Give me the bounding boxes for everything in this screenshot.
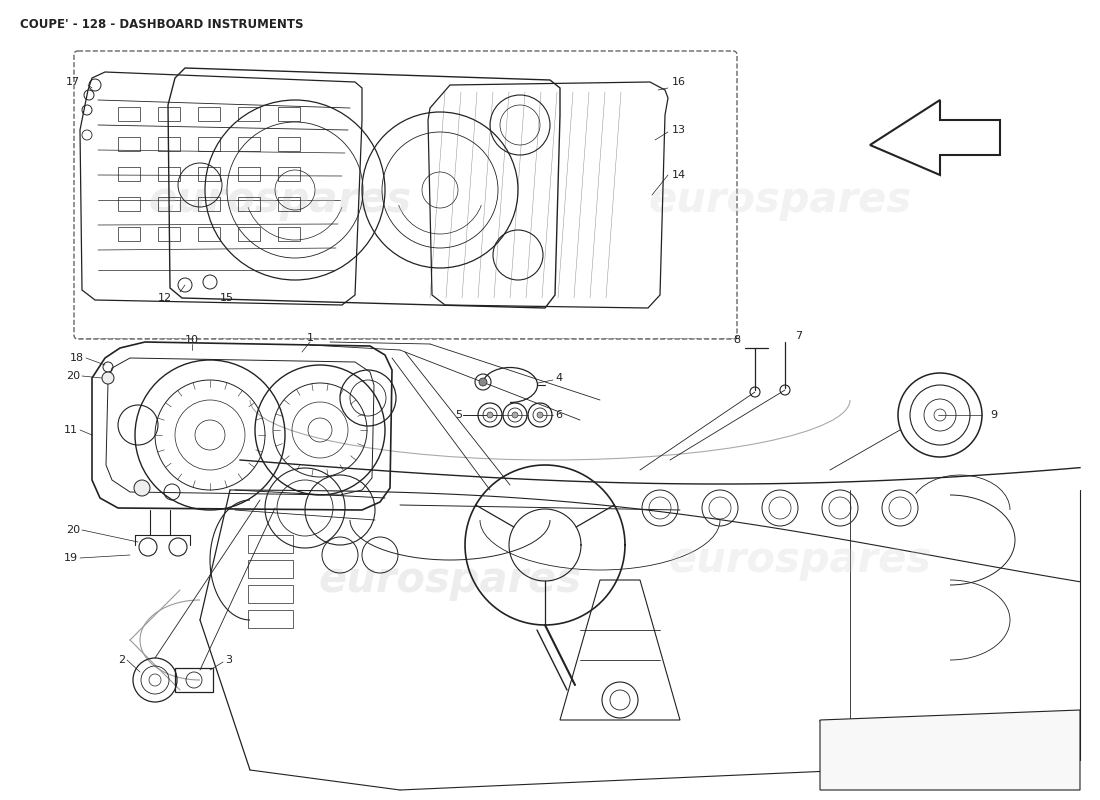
Bar (158, 227, 180, 241)
Text: 3: 3 (226, 655, 232, 665)
Circle shape (487, 412, 493, 418)
Bar (278, 137, 300, 151)
Text: 1: 1 (307, 333, 314, 343)
Bar (158, 137, 180, 151)
Bar (238, 137, 260, 151)
Text: 9: 9 (990, 410, 997, 420)
Bar (248, 560, 293, 578)
Bar (198, 107, 220, 121)
Bar (118, 137, 140, 151)
Circle shape (102, 372, 114, 384)
Bar (248, 585, 293, 603)
Bar (198, 197, 220, 211)
Text: 12: 12 (158, 293, 172, 303)
Text: 17: 17 (66, 77, 80, 87)
Text: 10: 10 (185, 335, 199, 345)
Text: 14: 14 (672, 170, 686, 180)
Text: COUPE' - 128 - DASHBOARD INSTRUMENTS: COUPE' - 128 - DASHBOARD INSTRUMENTS (20, 18, 304, 31)
Bar (278, 227, 300, 241)
Polygon shape (870, 100, 1000, 175)
Bar (278, 107, 300, 121)
Bar (278, 197, 300, 211)
Bar (198, 167, 220, 181)
Bar (158, 197, 180, 211)
Text: 19: 19 (64, 553, 78, 563)
Text: eurospares: eurospares (648, 179, 912, 221)
Text: 16: 16 (672, 77, 686, 87)
Text: 7: 7 (795, 331, 802, 341)
Bar (118, 167, 140, 181)
Bar (248, 535, 293, 553)
Text: 15: 15 (220, 293, 234, 303)
Bar (118, 227, 140, 241)
Text: 18: 18 (70, 353, 84, 363)
Text: 6: 6 (556, 410, 562, 420)
Polygon shape (820, 710, 1080, 790)
Bar (175, 668, 213, 692)
Text: 20: 20 (66, 525, 80, 535)
Text: eurospares: eurospares (669, 539, 932, 581)
Bar (158, 107, 180, 121)
Bar (238, 167, 260, 181)
Text: 4: 4 (556, 373, 562, 383)
Bar (238, 197, 260, 211)
Bar (278, 167, 300, 181)
Bar (118, 107, 140, 121)
Text: 2: 2 (118, 655, 125, 665)
Text: 8: 8 (733, 335, 740, 345)
Bar (198, 227, 220, 241)
Bar (248, 610, 293, 628)
Text: eurospares: eurospares (148, 179, 411, 221)
Bar (158, 167, 180, 181)
Circle shape (537, 412, 543, 418)
Text: 13: 13 (672, 125, 686, 135)
Circle shape (512, 412, 518, 418)
Text: eurospares: eurospares (318, 559, 582, 601)
Bar (118, 197, 140, 211)
Bar (198, 137, 220, 151)
Text: 5: 5 (455, 410, 462, 420)
Circle shape (478, 378, 487, 386)
Text: 11: 11 (64, 425, 78, 435)
Circle shape (134, 480, 150, 496)
Bar (238, 227, 260, 241)
Bar (238, 107, 260, 121)
Text: 20: 20 (66, 371, 80, 381)
